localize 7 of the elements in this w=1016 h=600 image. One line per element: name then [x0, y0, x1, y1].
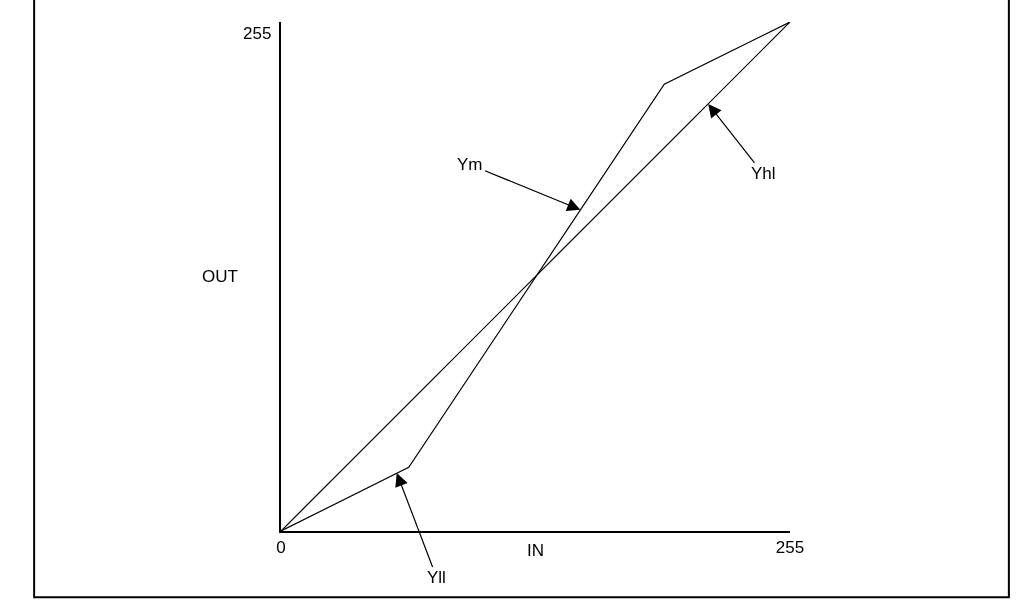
text: 255 — [243, 24, 272, 43]
annotation: Ym — [457, 155, 483, 174]
x-tick-label: 0 — [276, 538, 286, 558]
annotation: Yll — [427, 568, 446, 587]
annotation: Yhl — [751, 164, 776, 183]
x-axis-title: IN — [527, 541, 544, 560]
y-axis-title: OUT — [202, 267, 238, 286]
